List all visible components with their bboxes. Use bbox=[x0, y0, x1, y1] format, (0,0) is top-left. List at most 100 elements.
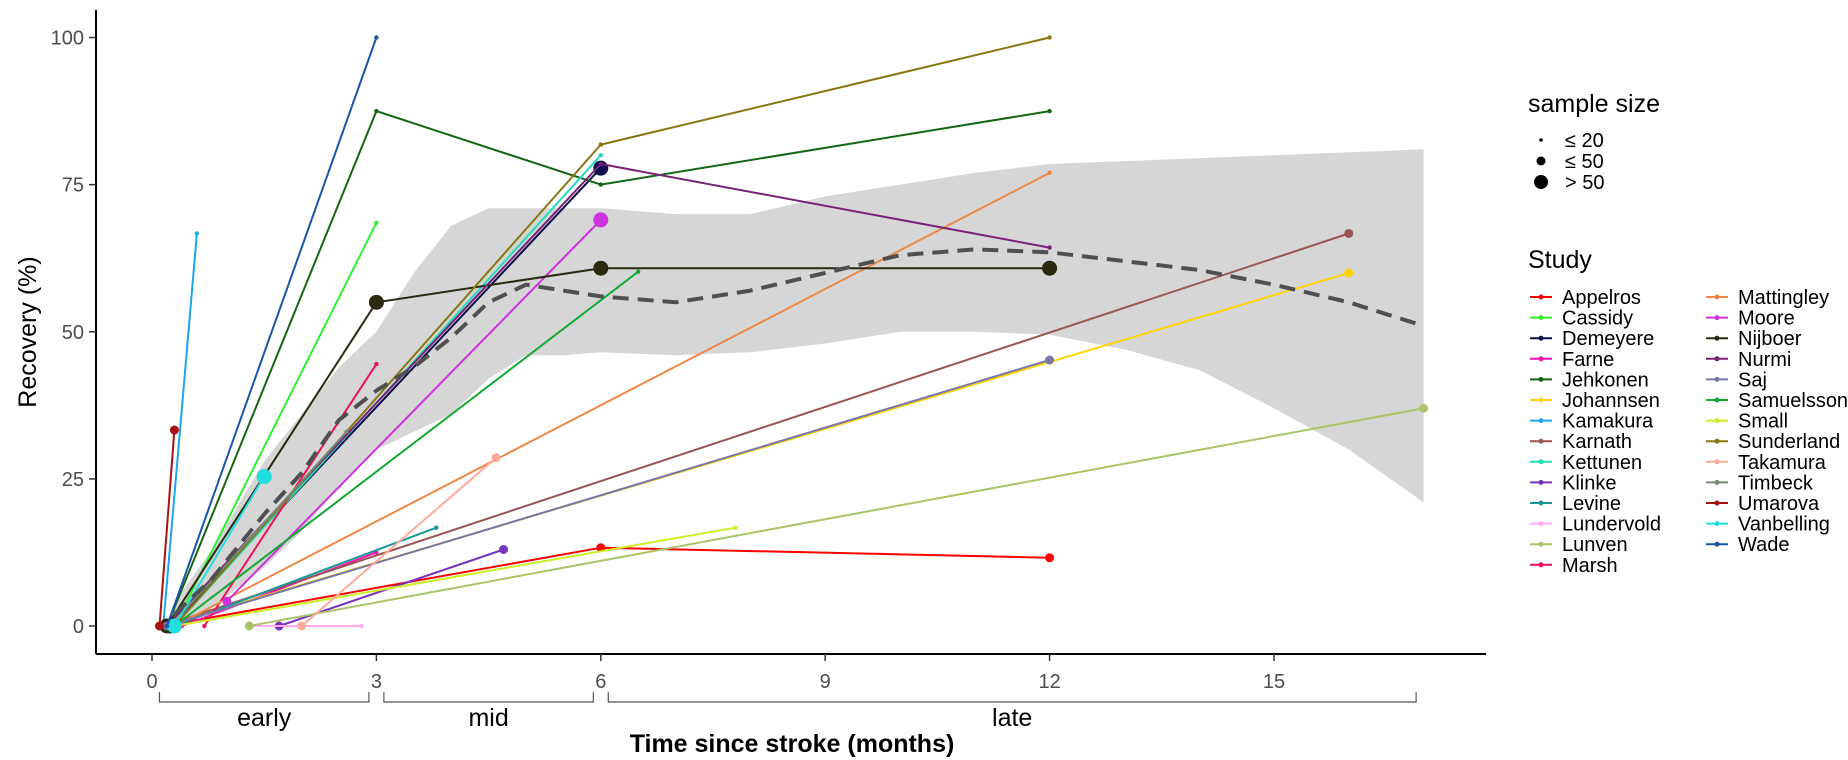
series-point-samuelsson-1 bbox=[636, 269, 641, 274]
size-legend-symbol-1 bbox=[1536, 156, 1546, 166]
legend-key-dot-small bbox=[1714, 418, 1720, 424]
y-ticks: 0 25 50 75 100 bbox=[51, 28, 96, 638]
legend-key-dot-moore bbox=[1714, 315, 1720, 321]
series-point-lunven-0 bbox=[244, 621, 254, 631]
series-point-levine-1 bbox=[434, 525, 439, 530]
legend-key-dot-lundervold bbox=[1538, 521, 1544, 527]
x-tick-label-3: 3 bbox=[371, 671, 382, 693]
smooth-trend-line bbox=[173, 247, 1425, 616]
y-tick-label-50: 50 bbox=[62, 322, 84, 344]
legend-key-dot-wade bbox=[1714, 541, 1720, 547]
series-point-karnath-1 bbox=[1344, 228, 1354, 238]
legend-key-dot-farne bbox=[1538, 356, 1544, 362]
legend-label-karnath: Karnath bbox=[1562, 431, 1632, 453]
legend-label-marsh: Marsh bbox=[1562, 555, 1618, 577]
legend-key-dot-sunderland bbox=[1714, 438, 1720, 444]
series-line-mattingley bbox=[173, 172, 1051, 627]
phase-bracket-early bbox=[158, 692, 370, 703]
y-tick-label-25: 25 bbox=[62, 469, 84, 491]
series-point-nijboer-3 bbox=[1042, 260, 1058, 276]
series-point-vanbelling-0 bbox=[166, 618, 182, 634]
series-point-marsh-0 bbox=[202, 623, 207, 629]
series-point-saj-1 bbox=[1045, 355, 1055, 365]
legend-label-nurmi: Nurmi bbox=[1738, 349, 1791, 371]
series-point-takamura-1 bbox=[491, 453, 501, 463]
study-legend-title: Study bbox=[1528, 246, 1592, 274]
study-legend-entries: AppelrosCassidyDemeyereFarneJehkonenJoha… bbox=[1530, 287, 1848, 577]
legend-label-appelros: Appelros bbox=[1562, 287, 1641, 309]
legend-label-farne: Farne bbox=[1562, 349, 1614, 371]
phase-bracket-late bbox=[607, 692, 1417, 703]
series-line-karnath bbox=[162, 232, 1350, 627]
series-point-nurmi-1 bbox=[598, 161, 603, 167]
legend-label-cassidy: Cassidy bbox=[1562, 308, 1633, 330]
series-point-sunderland-1 bbox=[598, 142, 603, 147]
legend-key-dot-vanbelling bbox=[1714, 521, 1720, 527]
series-point-mattingley-1 bbox=[1047, 170, 1052, 176]
legend-key-dot-takamura bbox=[1714, 459, 1720, 465]
legend-key-dot-umarova bbox=[1714, 500, 1720, 506]
legend-key-dot-nijboer bbox=[1714, 335, 1720, 341]
series-point-umarova-0 bbox=[154, 621, 164, 631]
legend-key-dot-klinke bbox=[1538, 479, 1544, 485]
legend-key-dot-karnath bbox=[1538, 438, 1544, 444]
x-tick-label-9: 9 bbox=[820, 671, 831, 693]
series-point-nurmi-2 bbox=[1047, 245, 1052, 250]
phase-label-early: early bbox=[237, 704, 292, 732]
series-point-johannsen-1 bbox=[1344, 268, 1354, 278]
series-line-cassidy bbox=[173, 222, 378, 627]
legend-label-demeyere: Demeyere bbox=[1562, 328, 1654, 350]
series-point-kettunen-1 bbox=[598, 153, 603, 158]
series-point-takamura-0 bbox=[297, 621, 307, 631]
series-point-wade-0 bbox=[164, 623, 170, 629]
phase-bracket-mid bbox=[383, 692, 594, 703]
series-line-wade bbox=[166, 37, 378, 627]
series-point-lundervold-1 bbox=[359, 623, 364, 629]
series-point-vanbelling-1 bbox=[256, 469, 272, 485]
legend-key-dot-appelros bbox=[1538, 294, 1544, 300]
series-line-small bbox=[174, 526, 736, 627]
legend-key-dot-saj bbox=[1714, 376, 1720, 382]
series-line-takamura bbox=[300, 456, 497, 627]
series-line-lunven bbox=[249, 407, 1424, 627]
size-legend-title: sample size bbox=[1528, 90, 1660, 118]
legend-label-saj: Saj bbox=[1738, 369, 1767, 391]
series-line-timbeck bbox=[169, 431, 348, 627]
x-tick-label-0: 0 bbox=[146, 671, 157, 693]
legend-key-dot-lunven bbox=[1538, 541, 1544, 547]
legend-label-vanbelling: Vanbelling bbox=[1738, 514, 1830, 536]
series-point-small-1 bbox=[733, 525, 738, 530]
legend-label-nijboer: Nijboer bbox=[1738, 328, 1802, 350]
size-legend-label-2: > 50 bbox=[1565, 172, 1604, 194]
legend-label-small: Small bbox=[1738, 411, 1788, 433]
phase-brackets: early mid late bbox=[158, 692, 1417, 732]
series-point-nijboer-2 bbox=[593, 260, 609, 276]
series-point-lunven-1 bbox=[1419, 403, 1429, 413]
legend-label-samuelsson: Samuelsson bbox=[1738, 390, 1848, 412]
y-tick-label-75: 75 bbox=[62, 175, 84, 197]
legend-key-dot-levine bbox=[1538, 500, 1544, 506]
legend-label-lunven: Lunven bbox=[1562, 534, 1628, 556]
series-point-klinke-1 bbox=[499, 544, 509, 554]
size-legend-symbol-0 bbox=[1539, 138, 1543, 142]
x-axis-title: Time since stroke (months) bbox=[630, 730, 955, 758]
size-legend-symbol-2 bbox=[1534, 175, 1548, 189]
study-series-layer bbox=[154, 35, 1429, 634]
legend-label-timbeck: Timbeck bbox=[1738, 472, 1814, 494]
legend-key-dot-kamakura bbox=[1538, 418, 1544, 424]
legend-key-dot-cassidy bbox=[1538, 315, 1544, 321]
legend-label-sunderland: Sunderland bbox=[1738, 431, 1840, 453]
x-tick-label-12: 12 bbox=[1038, 671, 1060, 693]
legend-label-jehkonen: Jehkonen bbox=[1562, 369, 1649, 391]
legend-label-mattingley: Mattingley bbox=[1738, 287, 1829, 309]
legend-label-levine: Levine bbox=[1562, 493, 1621, 515]
series-point-sunderland-2 bbox=[1047, 35, 1052, 40]
legend-label-kettunen: Kettunen bbox=[1562, 452, 1642, 474]
x-tick-label-15: 15 bbox=[1263, 671, 1285, 693]
series-point-moore-0 bbox=[222, 596, 232, 606]
legend-key-dot-marsh bbox=[1538, 562, 1544, 568]
legend-label-klinke: Klinke bbox=[1562, 472, 1616, 494]
legend-label-johannsen: Johannsen bbox=[1562, 390, 1660, 412]
legend-key-dot-kettunen bbox=[1538, 459, 1544, 465]
